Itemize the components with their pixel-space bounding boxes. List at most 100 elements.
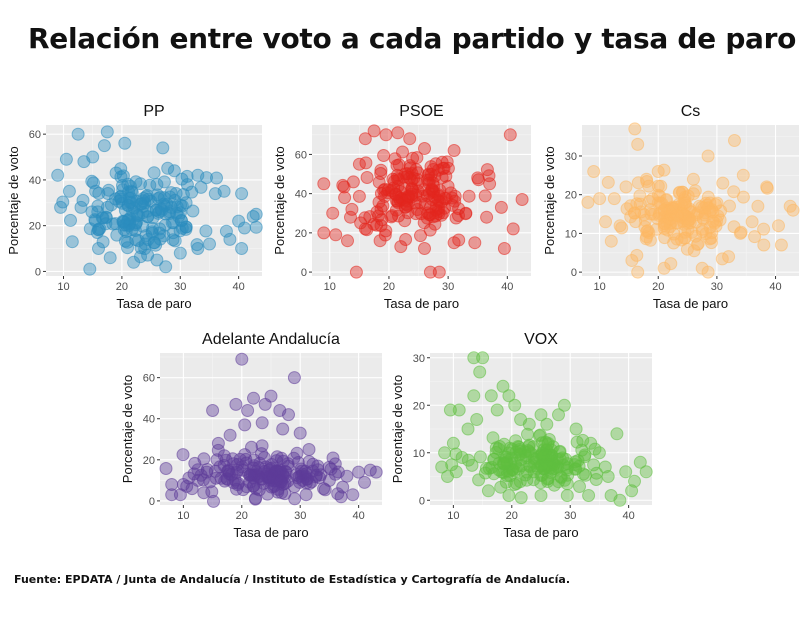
data-point: [318, 483, 332, 497]
data-point: [147, 166, 161, 180]
data-point: [706, 214, 720, 228]
y-tick-label: 20: [295, 228, 307, 240]
data-point: [85, 174, 99, 188]
data-point: [354, 216, 368, 230]
data-point: [486, 431, 500, 445]
data-point: [87, 176, 100, 190]
data-point: [470, 413, 484, 426]
y-tick-label: 20: [143, 455, 155, 467]
y-tick-label: 60: [295, 149, 307, 161]
data-point: [715, 252, 729, 266]
data-point: [557, 398, 571, 412]
y-tick-label: 10: [413, 448, 425, 460]
data-point: [443, 403, 457, 417]
data-point: [103, 251, 117, 265]
x-tick-label: 30: [174, 281, 186, 293]
data-point: [379, 224, 393, 238]
data-point: [680, 242, 694, 256]
data-point: [230, 482, 243, 496]
data-point: [473, 450, 487, 464]
data-point: [628, 474, 641, 488]
data-point: [628, 122, 642, 136]
data-point: [534, 458, 548, 472]
data-point: [554, 470, 568, 483]
x-tick-label: 10: [177, 510, 189, 522]
data-point: [238, 418, 252, 432]
data-point: [445, 458, 459, 472]
source-note: Fuente: EPDATA / Junta de Andalucía / In…: [14, 573, 571, 586]
data-point: [77, 155, 91, 169]
data-point: [601, 470, 615, 483]
data-point: [174, 198, 188, 212]
data-point: [472, 473, 486, 487]
data-point: [646, 192, 660, 206]
data-point: [579, 468, 593, 482]
data-point: [620, 202, 634, 216]
data-point: [223, 232, 237, 246]
data-point: [748, 230, 762, 244]
data-point: [259, 469, 273, 483]
data-point: [515, 193, 529, 206]
x-tick-label: 20: [236, 510, 248, 522]
data-point: [159, 260, 173, 274]
data-point: [282, 408, 295, 422]
data-point: [575, 443, 589, 457]
data-point: [180, 479, 194, 493]
data-point: [123, 195, 137, 209]
data-point: [760, 181, 774, 195]
data-point: [287, 371, 301, 385]
data-point: [631, 137, 645, 151]
data-point: [522, 445, 536, 459]
data-point: [217, 184, 231, 198]
data-point: [687, 187, 700, 201]
chart-title: PP: [143, 103, 164, 120]
data-point: [534, 489, 548, 502]
data-point: [104, 198, 118, 212]
data-point: [235, 352, 249, 366]
data-point: [492, 442, 506, 456]
data-point: [384, 210, 398, 224]
data-point: [190, 238, 204, 252]
data-point: [379, 128, 393, 142]
data-point: [346, 488, 360, 502]
data-point: [173, 224, 187, 238]
data-point: [374, 219, 388, 233]
data-point: [522, 417, 536, 431]
data-point: [349, 265, 363, 279]
data-point: [435, 460, 449, 474]
data-point: [135, 197, 149, 211]
data-point: [727, 185, 741, 199]
chart-title: VOX: [524, 331, 558, 348]
data-point: [473, 365, 487, 379]
data-point: [388, 152, 402, 166]
data-point: [438, 446, 452, 460]
data-point: [83, 222, 97, 236]
y-axis-label: Porcentaje de voto: [390, 375, 405, 483]
data-point: [336, 178, 350, 192]
data-point: [432, 265, 446, 279]
data-point: [772, 219, 785, 233]
data-point: [619, 180, 633, 194]
data-point: [56, 195, 70, 209]
data-point: [727, 220, 741, 234]
data-point: [492, 456, 506, 470]
data-point: [736, 190, 750, 204]
data-point: [219, 224, 233, 238]
data-point: [593, 192, 607, 206]
data-point: [129, 175, 143, 189]
data-point: [293, 426, 307, 440]
data-point: [134, 250, 147, 264]
data-point: [502, 489, 516, 502]
data-point: [433, 183, 447, 197]
y-tick-label: 20: [29, 221, 41, 233]
data-point: [572, 459, 586, 473]
data-point: [229, 397, 243, 411]
data-point: [132, 209, 146, 222]
data-point: [774, 238, 788, 252]
data-point: [157, 191, 171, 205]
data-point: [145, 226, 159, 240]
data-point: [481, 484, 495, 498]
data-point: [159, 462, 173, 475]
data-point: [654, 179, 668, 193]
y-tick-label: 20: [413, 400, 425, 412]
